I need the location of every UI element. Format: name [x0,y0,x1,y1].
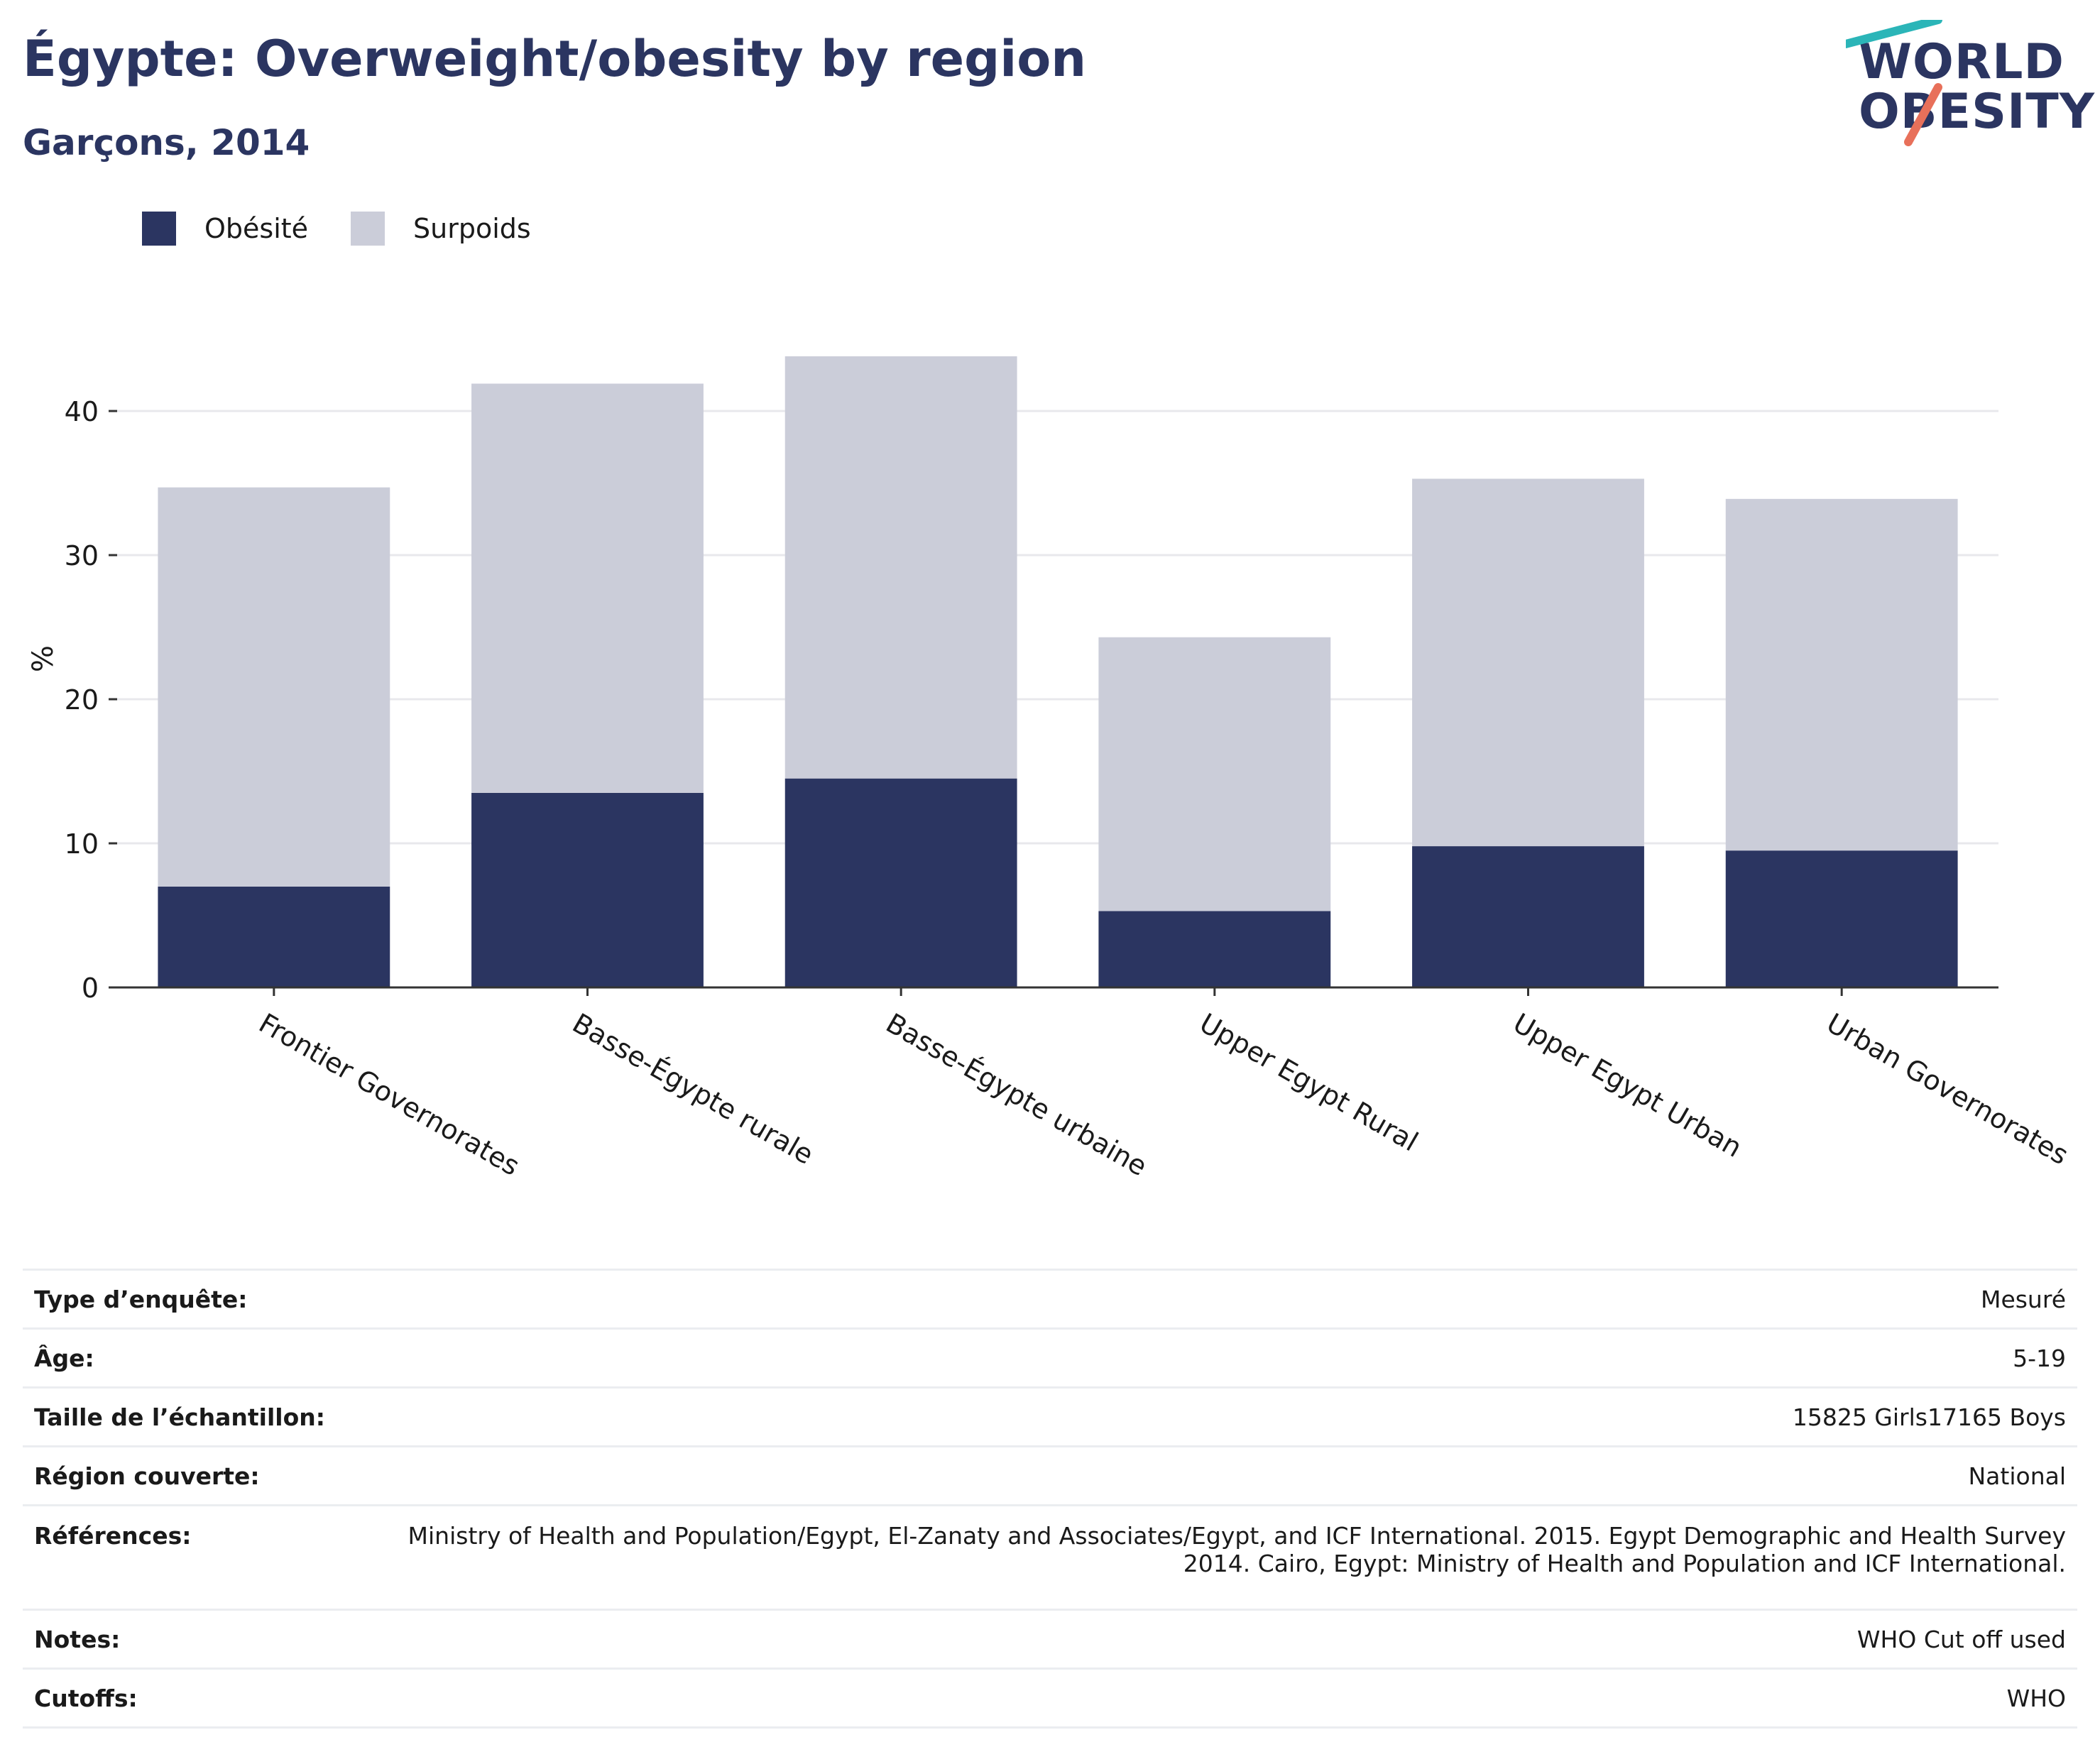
y-tick-label: 20 [65,684,99,716]
y-tick-label: 40 [65,396,99,427]
stacked-bar-chart: 0 10 20 30 40 % Frontier Governorates Basse-É… [27,356,2074,1182]
info-row: Cutoffs: WHO [23,1667,2077,1729]
info-value: WHO Cut off used [336,1609,2077,1669]
survey-info-table: Type d’enquête: Mesuré Âge: 5-19 Taille de l… [23,1269,2077,1729]
info-value: 15825 Girls17165 Boys [336,1386,2077,1447]
bar-obesity [158,886,390,987]
info-key: Région couverte: [23,1445,337,1506]
legend-item-obesity: Obésité [142,212,308,246]
info-value: National [336,1445,2077,1506]
bar-obesity [1412,846,1644,987]
info-key: Type d’enquête: [23,1269,337,1329]
x-tick-label: Basse-Égypte urbaine [881,1007,1153,1182]
info-row: Références: Ministry of Health and Popula… [23,1504,2077,1610]
legend-label-overweight: Surpoids [413,213,531,244]
bar-overweight [1098,637,1331,911]
x-tick-label: Basse-Égypte rurale [567,1007,819,1171]
y-axis-label: % [27,645,60,672]
y-tick-label: 0 [82,973,99,1004]
bar-obesity [1098,911,1331,987]
info-value: 5-19 [336,1327,2077,1388]
x-tick-label: Upper Egypt Urban [1508,1007,1747,1163]
chart-legend: Obésité Surpoids [142,212,574,246]
info-value: Ministry of Health and Population/Egypt,… [336,1504,2077,1610]
x-tick-label: Frontier Governorates [253,1007,525,1182]
bar-overweight [1725,498,1958,851]
info-value: WHO [336,1667,2077,1729]
grid-lines [117,410,1998,845]
bar-overweight [784,356,1017,779]
y-tick-label: 10 [65,828,99,860]
info-row: Région couverte: National [23,1445,2077,1506]
y-tick-label: 30 [65,540,99,571]
legend-label-obesity: Obésité [204,213,309,244]
bar-obesity [1725,850,1958,987]
x-axis-ticks: Frontier Governorates Basse-Égypte rurale… [253,987,2074,1182]
bar-overweight [1412,478,1644,847]
info-key: Cutoffs: [23,1667,337,1729]
logo-line-1: WORLD [1859,34,2065,90]
info-row: Âge: 5-19 [23,1327,2077,1388]
legend-swatch-overweight [351,212,385,246]
bar-overweight [158,487,390,887]
bar-obesity [471,792,704,987]
x-tick-label: Upper Egypt Rural [1194,1007,1423,1158]
info-row: Taille de l’échantillon: 15825 Girls17165… [23,1386,2077,1447]
y-axis-ticks: 0 10 20 30 40 [65,396,117,1004]
info-key: Notes: [23,1609,337,1669]
info-row: Type d’enquête: Mesuré [23,1269,2077,1329]
bars [158,356,1958,987]
legend-item-overweight: Surpoids [351,212,531,246]
logo-line-2: OBESITY [1859,84,2095,140]
logo-slash-icon [1846,20,1942,146]
info-key: Références: [23,1504,337,1610]
chart-subtitle: Garçons, 2014 [23,122,310,163]
x-tick-label: Urban Governorates [1822,1007,2074,1171]
info-row: Notes: WHO Cut off used [23,1609,2077,1669]
info-key: Âge: [23,1327,337,1388]
info-value: Mesuré [336,1269,2077,1329]
bar-overweight [471,383,704,793]
info-key: Taille de l’échantillon: [23,1386,337,1447]
bar-obesity [784,778,1017,987]
world-obesity-logo: WORLD OBESITY [1846,20,2094,155]
legend-swatch-obesity [142,212,176,246]
chart-title: Égypte: Overweight/obesity by region [23,30,1087,88]
